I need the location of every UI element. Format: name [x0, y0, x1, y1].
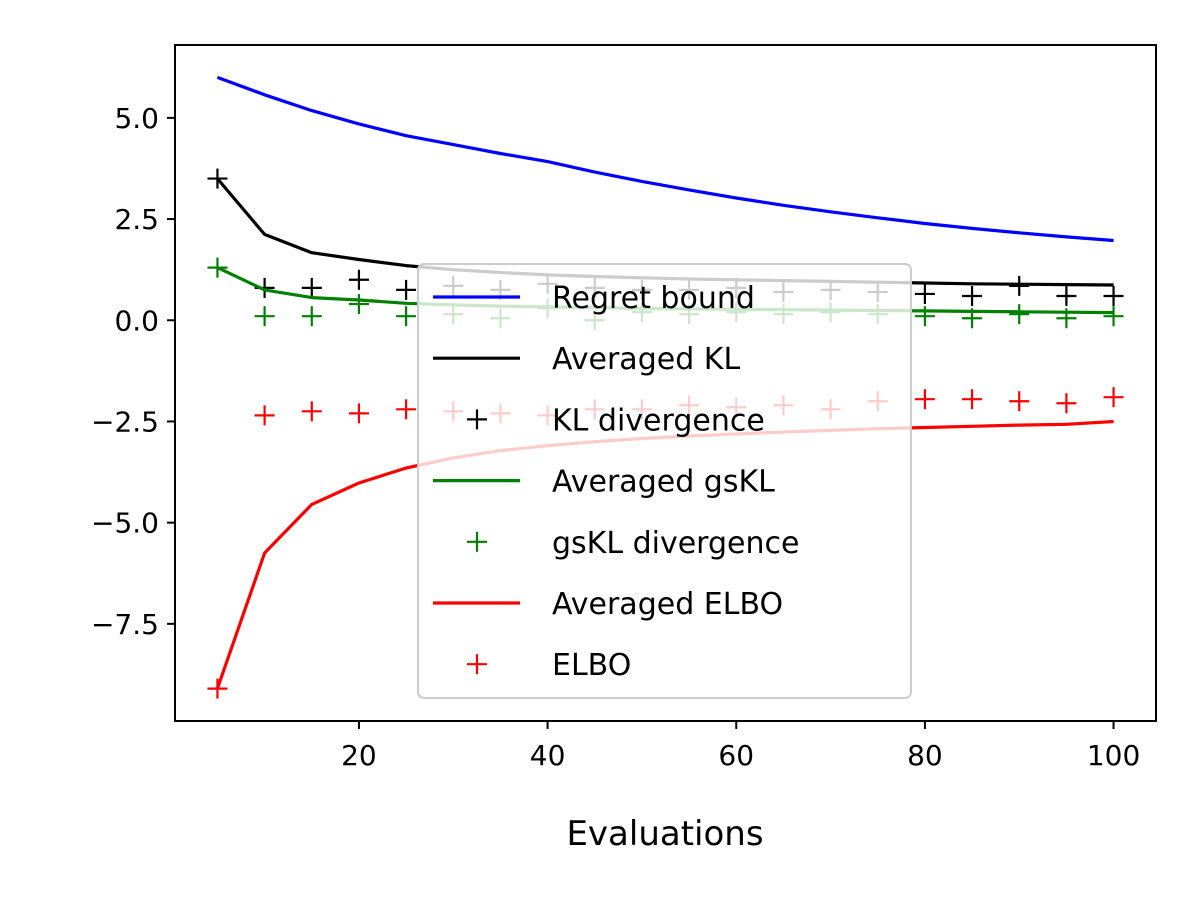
legend-label-kl-divergence: KL divergence: [552, 403, 765, 438]
plot-frame: [174, 44, 1157, 722]
gskl-divergence-point: [962, 308, 983, 329]
elbo-point: [348, 403, 369, 424]
elbo-point: [396, 399, 417, 420]
y-tick-label: 2.5: [114, 203, 159, 236]
kl-divergence-point: [1056, 285, 1077, 306]
regret-bound-line: [216, 75, 1114, 243]
legend-label-averaged-kl: Averaged KL: [552, 342, 740, 377]
y-tick-label: 0.0: [114, 304, 159, 337]
y-axis: 5.0 2.5 0.0 −2.5 −5.0 −7.5: [91, 102, 175, 641]
legend-label-averaged-gskl: Averaged gsKL: [552, 465, 775, 500]
gskl-divergence-point: [348, 294, 369, 315]
y-tick-label: 5.0: [114, 102, 159, 135]
kl-divergence-point: [914, 283, 935, 304]
x-tick-label: 80: [907, 739, 943, 772]
y-tick-label: −7.5: [91, 608, 159, 641]
kl-divergence-point: [207, 168, 228, 189]
y-tick-label: −5.0: [91, 507, 159, 540]
elbo-point: [962, 389, 983, 410]
x-tick-label: 20: [341, 739, 377, 772]
x-tick-label: 60: [718, 739, 754, 772]
elbo-point: [1056, 393, 1077, 414]
legend-swatch-gskl-divergence: [467, 531, 487, 552]
legend-label-averaged-elbo: Averaged ELBO: [552, 587, 783, 622]
kl-divergence-point: [962, 285, 983, 306]
elbo-point: [254, 405, 275, 426]
elbo-point: [1103, 387, 1124, 408]
elbo-point: [1009, 391, 1030, 412]
gskl-divergence-point: [207, 257, 228, 278]
legend-label-gskl-divergence: gsKL divergence: [552, 526, 799, 561]
gskl-divergence-point: [1009, 304, 1030, 325]
gskl-divergence-point: [914, 306, 935, 327]
x-axis: 20 40 60 80 100: [341, 721, 1140, 772]
kl-divergence-point: [301, 277, 322, 298]
kl-divergence-point: [1009, 275, 1030, 296]
y-tick-label: −2.5: [91, 405, 159, 438]
legend-label-elbo: ELBO: [552, 648, 631, 683]
x-tick-label: 40: [530, 739, 566, 772]
elbo-point: [914, 389, 935, 410]
elbo-point: [207, 678, 228, 699]
gskl-divergence-point: [254, 306, 275, 327]
x-axis-title: Evaluations: [566, 814, 763, 854]
elbo-point: [301, 401, 322, 422]
gskl-divergence-point: [396, 306, 417, 327]
legend-swatch-kl-divergence: [467, 409, 487, 430]
kl-divergence-point: [348, 269, 369, 290]
legend-swatch-elbo: [467, 654, 487, 675]
gskl-divergence-point: [301, 306, 322, 327]
kl-divergence-point: [1103, 285, 1124, 306]
gskl-divergence-point: [1056, 308, 1077, 329]
kl-divergence-point: [396, 279, 417, 300]
legend-box: [417, 263, 912, 699]
gskl-divergence-point: [1103, 306, 1124, 327]
x-tick-label: 100: [1087, 739, 1140, 772]
legend: Regret bound Averaged KL KL divergence Aver…: [417, 263, 912, 699]
legend-label-regret-bound: Regret bound: [552, 281, 755, 316]
